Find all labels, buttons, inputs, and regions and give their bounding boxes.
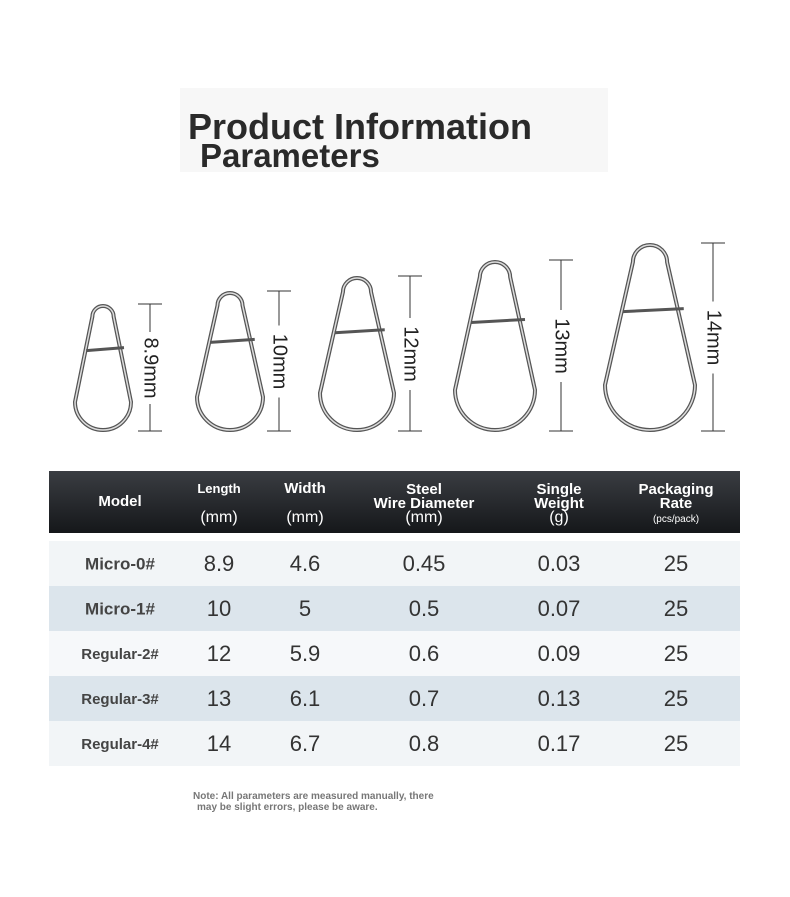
snap-outline: [604, 244, 696, 431]
snap-outline: [452, 260, 538, 432]
snap-bar: [210, 337, 255, 344]
model-cell: Regular-2#: [81, 646, 159, 663]
snap-outline: [72, 304, 134, 432]
title-backdrop: [180, 88, 608, 172]
size-label: 12mm: [400, 326, 422, 382]
model-cell: Micro-0#: [85, 554, 155, 573]
header-line: Wire Diameter: [374, 495, 475, 512]
header-line: Packaging: [638, 481, 713, 498]
value-cell: 0.7: [409, 686, 440, 711]
value-cell: 0.03: [538, 551, 581, 576]
value-cell: 0.17: [538, 731, 581, 756]
size-label: 13mm: [551, 318, 573, 374]
snap-outline: [196, 292, 264, 431]
measure-gap: [702, 301, 724, 374]
value-cell: 0.6: [409, 641, 440, 666]
value-cell: 0.09: [538, 641, 581, 666]
measure-gap: [399, 318, 421, 390]
value-cell: 5.9: [290, 641, 321, 666]
value-cell: 13: [207, 686, 231, 711]
value-cell: 25: [664, 596, 688, 621]
measure-gap: [268, 325, 290, 398]
value-cell: 0.13: [538, 686, 581, 711]
column-header: Single Weight: [534, 481, 584, 512]
table-row: [49, 586, 740, 631]
column-unit: (g): [549, 509, 569, 526]
value-cell: 25: [664, 686, 688, 711]
value-cell: 5: [299, 596, 311, 621]
value-cell: 0.8: [409, 731, 440, 756]
column-unit: (mm): [200, 509, 237, 526]
note: may be slight errors, please be aware.: [197, 802, 378, 813]
column-unit: (pcs/pack): [653, 514, 699, 525]
value-cell: 0.07: [538, 596, 581, 621]
snap-outline: [74, 305, 132, 431]
table-header: [49, 471, 740, 533]
title: Product Information: [188, 106, 532, 147]
value-cell: 0.5: [409, 596, 440, 621]
value-cell: 8.9: [204, 551, 235, 576]
header-line: Steel: [406, 481, 442, 498]
value-cell: 25: [664, 641, 688, 666]
header-line: Weight: [534, 495, 584, 512]
note: Note: All parameters are measured manual…: [193, 791, 434, 802]
model-cell: Micro-1#: [85, 599, 155, 618]
column-unit: (mm): [286, 509, 323, 526]
column-header: Packaging Rate: [638, 481, 713, 512]
snap-bar: [470, 317, 526, 324]
column-header: Length: [197, 481, 240, 496]
snap-outline: [317, 276, 397, 432]
value-cell: 0.45: [403, 551, 446, 576]
measure-gap: [550, 310, 572, 382]
header-line: Single: [536, 481, 581, 498]
snap-bar: [86, 346, 125, 353]
snap-outline: [194, 291, 266, 432]
snap-illustrations: 8.9mm 10mm 12mm 13mm 14mm: [72, 242, 725, 432]
snap-outline: [454, 261, 536, 431]
table-row: [49, 721, 740, 766]
column-unit: (mm): [405, 509, 442, 526]
value-cell: 25: [664, 731, 688, 756]
model-cell: Regular-3#: [81, 691, 159, 708]
header-line: Rate: [660, 495, 693, 512]
measure-gap: [139, 332, 161, 404]
table-row: [49, 541, 740, 586]
value-cell: 6.7: [290, 731, 321, 756]
value-cell: 10: [207, 596, 231, 621]
table-row: [49, 631, 740, 676]
value-cell: 25: [664, 551, 688, 576]
value-cell: 12: [207, 641, 231, 666]
value-cell: 14: [207, 731, 231, 756]
value-cell: 6.1: [290, 686, 321, 711]
title: Parameters: [200, 137, 380, 174]
table-row: [49, 676, 740, 721]
size-label: 14mm: [703, 310, 725, 366]
size-label: 8.9mm: [140, 337, 162, 398]
snap-bar: [334, 328, 385, 335]
size-label: 10mm: [269, 334, 291, 390]
snap-outline: [602, 243, 698, 432]
column-header: Width: [284, 480, 326, 497]
column-header: Model: [98, 493, 141, 510]
snap-outline: [319, 277, 395, 431]
value-cell: 4.6: [290, 551, 321, 576]
column-header: Steel Wire Diameter: [374, 481, 475, 512]
snap-bar: [622, 307, 684, 314]
model-cell: Regular-4#: [81, 736, 159, 753]
